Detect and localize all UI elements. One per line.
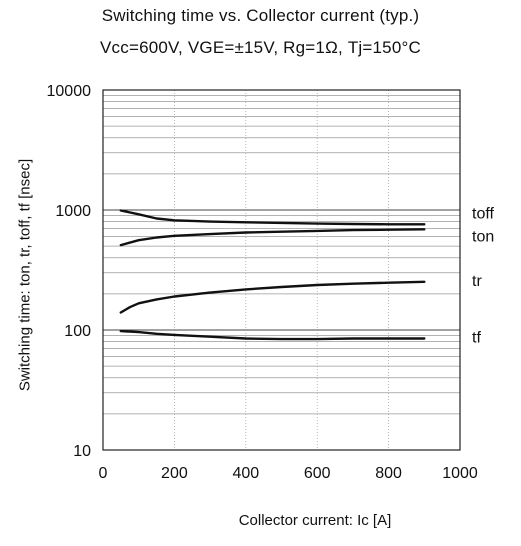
series-line-tf	[119, 329, 426, 341]
chart-subtitle: Vcc=600V, VGE=±15V, Rg=1Ω, Tj=150°C	[100, 38, 421, 57]
x-axis-label: Collector current: Ic [A]	[238, 512, 392, 529]
x-tick-label: 1000	[442, 465, 478, 482]
x-tick-label: 0	[99, 465, 108, 482]
series-label-ton: ton	[472, 228, 494, 245]
y-tick-label: 10000	[47, 83, 92, 100]
y-tick-label: 1000	[55, 203, 91, 220]
y-tick-label: 100	[64, 323, 91, 340]
plot-frame	[102, 89, 461, 451]
y-axis-label: Switching time: ton, tr, toff, tf [nsec]	[16, 158, 34, 392]
series-line-ton	[119, 228, 426, 247]
y-tick-label: 10	[73, 443, 91, 460]
x-tick-label: 200	[161, 465, 188, 482]
series-label-tf: tf	[472, 329, 481, 346]
x-tick-label: 800	[375, 465, 402, 482]
chart-title: Switching time vs. Collector current (ty…	[101, 6, 420, 25]
series-line-toff	[119, 209, 426, 226]
series-label-tr: tr	[472, 273, 482, 290]
x-tick-label: 400	[232, 465, 259, 482]
series-label-toff: toff	[472, 205, 495, 222]
x-tick-label: 600	[304, 465, 331, 482]
series-line-tr	[119, 280, 426, 314]
